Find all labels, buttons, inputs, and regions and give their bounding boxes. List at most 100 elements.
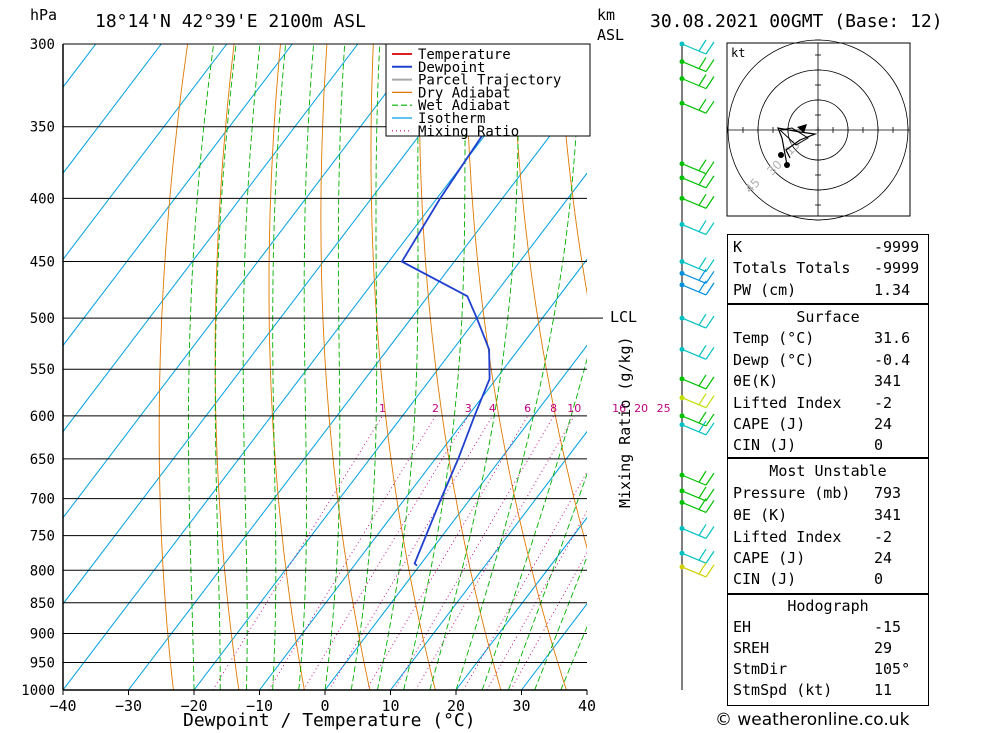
wind-barb xyxy=(679,173,715,189)
barb-shaft xyxy=(681,43,707,55)
barb-flag xyxy=(705,526,715,539)
surface-theta-label: θE(K) xyxy=(733,372,779,390)
barb-dot xyxy=(679,550,685,556)
barb-flag xyxy=(698,345,707,357)
mixing-ratio-label: 3 xyxy=(465,402,472,415)
wind-barb xyxy=(679,374,715,390)
wind-barb xyxy=(679,548,715,564)
credit-link[interactable]: © weatheronline.co.uk xyxy=(715,710,910,730)
barb-dot xyxy=(679,161,685,167)
axes: 3003504004505005506006507007508008509009… xyxy=(21,37,603,715)
barb-shaft xyxy=(681,474,707,486)
eh-value: -15 xyxy=(874,618,902,636)
barb-flag xyxy=(698,420,707,433)
stmdir-label: StmDir xyxy=(733,660,788,678)
x-axis-title: Dewpoint / Temperature (°C) xyxy=(183,710,476,731)
wind-barb xyxy=(679,411,715,427)
barb-flag xyxy=(698,411,707,424)
storm-motion-arrow xyxy=(797,124,807,133)
surface-cin-label: CIN (J) xyxy=(733,436,797,454)
mixing-ratio-labels: 1 2 3 4 6 8 10 16 20 25 xyxy=(379,402,671,415)
barb-flag xyxy=(705,413,715,427)
surface-temp-value: 31.6 xyxy=(874,329,911,347)
x-tick-label: −30 xyxy=(115,697,142,715)
dry-adiabat-line xyxy=(512,44,587,550)
barb-flag xyxy=(698,39,707,52)
barb-shaft xyxy=(681,197,707,209)
barb-shaft xyxy=(681,317,707,329)
surface-cape-value: 24 xyxy=(874,415,893,433)
surface-cape-label: CAPE (J) xyxy=(733,415,806,433)
barb-shaft xyxy=(681,552,707,564)
x-tick-label: 20 xyxy=(447,697,465,715)
barb-dot xyxy=(679,315,685,321)
wet-adiabat-line xyxy=(298,44,315,690)
legend-label: Dry Adiabat xyxy=(418,85,511,101)
legend-label: Isotherm xyxy=(418,111,485,127)
surface-table: Surface Temp (°C) 31.6 Dewp (°C) -0.4 θE(K… xyxy=(727,304,929,458)
legend-label: Mixing Ratio xyxy=(418,124,519,140)
barb-shaft xyxy=(681,501,707,513)
barb-flag xyxy=(698,470,707,483)
pressure-tick-label: 400 xyxy=(30,191,55,207)
pw-label: PW (cm) xyxy=(733,281,797,299)
barb-flag xyxy=(705,315,715,329)
mu-pressure-value: 793 xyxy=(874,484,902,502)
barb-flag xyxy=(705,422,715,436)
wind-barbs xyxy=(679,39,715,690)
isotherm-line xyxy=(259,258,587,690)
barb-flag xyxy=(698,74,707,86)
pressure-tick-label: 800 xyxy=(30,563,55,579)
barb-dot xyxy=(679,499,685,505)
pressure-tick-label: 850 xyxy=(30,596,55,612)
datetime-title: 30.08.2021 00GMT (Base: 12) xyxy=(650,11,943,32)
pressure-tick-label: 300 xyxy=(30,37,55,53)
mixing-ratio-line xyxy=(268,415,436,690)
barb-shaft xyxy=(681,527,707,539)
pressure-tick-label: 450 xyxy=(30,255,55,271)
wet-adiabat-line xyxy=(507,472,587,690)
wet-adiabat-line xyxy=(376,44,421,690)
mu-cin-label: CIN (J) xyxy=(733,570,797,588)
legend-label: Dewpoint xyxy=(418,60,485,76)
x-tick-label: −20 xyxy=(180,697,207,715)
barb-flag xyxy=(705,76,715,89)
isotherm-line xyxy=(390,430,587,690)
mu-cape-value: 24 xyxy=(874,549,893,567)
pressure-tick-label: 500 xyxy=(30,311,55,327)
barb-flag xyxy=(705,376,715,390)
isotherm-line xyxy=(128,86,587,690)
barb-flag xyxy=(705,196,715,209)
dry-adiabat-line xyxy=(158,44,189,690)
wet-adiabat-line xyxy=(214,44,237,690)
barb-shaft xyxy=(681,261,707,273)
barb-shaft xyxy=(681,424,707,436)
surface-title: Surface xyxy=(796,308,860,326)
wind-barb xyxy=(679,269,715,284)
hodograph-point xyxy=(784,162,790,168)
wind-barb xyxy=(679,562,715,578)
stmspd-label: StmSpd (kt) xyxy=(733,681,833,699)
barb-shaft xyxy=(681,378,707,390)
sreh-value: 29 xyxy=(874,639,893,657)
legend-label: Parcel Trajectory xyxy=(418,73,561,89)
barb-shaft xyxy=(681,102,707,114)
height-unit-asl: ASL xyxy=(597,26,624,44)
wet-adiabat-line xyxy=(242,44,261,690)
wind-barb xyxy=(679,498,715,513)
pressure-tick-label: 900 xyxy=(30,626,55,642)
mu-theta-label: θE (K) xyxy=(733,506,788,524)
wind-barb xyxy=(679,220,715,236)
legend-label: Wet Adiabat xyxy=(418,98,511,114)
surface-cin-value: 0 xyxy=(874,436,884,454)
barb-flag xyxy=(705,222,715,235)
pw-value: 1.34 xyxy=(874,281,911,299)
hodograph-frame xyxy=(726,42,911,217)
barb-dot xyxy=(679,100,685,106)
wind-barb xyxy=(679,470,715,486)
isotherm-line xyxy=(63,44,490,605)
wind-barb xyxy=(679,280,715,296)
surface-li-value: -2 xyxy=(874,394,893,412)
